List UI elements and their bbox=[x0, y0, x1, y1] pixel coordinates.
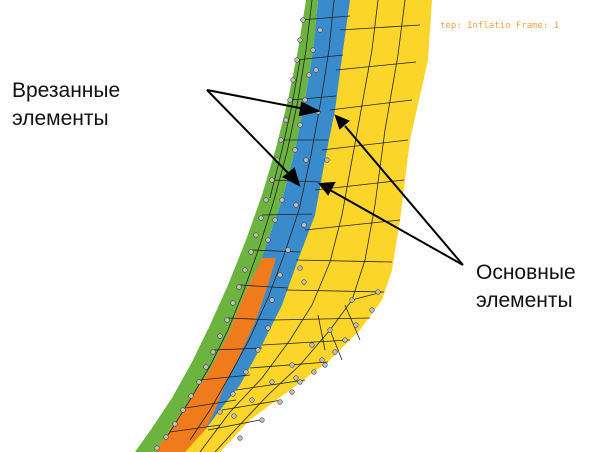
arrow-head-embedded-upper bbox=[298, 101, 321, 117]
green-layer bbox=[135, 0, 318, 452]
embedded-elements-label: Врезанные элементы bbox=[12, 77, 120, 133]
main-label-line2: элементы bbox=[476, 289, 573, 312]
arrow-head-main-upper bbox=[334, 114, 350, 130]
arrow-head-main-lower bbox=[318, 181, 336, 196]
arrow-head-embedded-lower bbox=[282, 167, 301, 188]
arrow-main-lower bbox=[329, 189, 464, 266]
arrow-embedded-upper bbox=[206, 89, 306, 110]
embedded-label-line1: Врезанные bbox=[12, 79, 121, 102]
main-elements-label: Основные элементы bbox=[476, 259, 576, 315]
embedded-label-line2: элементы bbox=[12, 107, 109, 130]
arrow-main-upper bbox=[344, 125, 464, 266]
step-frame-status: tep: Inflatio Frame: 1 bbox=[440, 21, 559, 31]
orange-layer bbox=[155, 258, 276, 452]
main-label-line1: Основные bbox=[476, 261, 576, 284]
arrow-embedded-lower bbox=[206, 89, 292, 177]
annotation-arrows bbox=[206, 89, 464, 266]
step-label: tep: Inflatio bbox=[440, 21, 511, 31]
frame-label: Frame: 1 bbox=[515, 21, 560, 31]
